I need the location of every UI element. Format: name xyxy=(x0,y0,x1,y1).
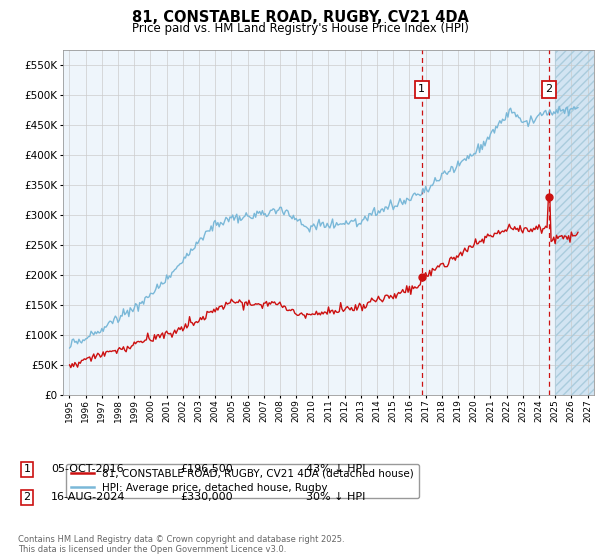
Text: 81, CONSTABLE ROAD, RUGBY, CV21 4DA: 81, CONSTABLE ROAD, RUGBY, CV21 4DA xyxy=(131,10,469,25)
Text: 2: 2 xyxy=(545,85,553,94)
Text: £330,000: £330,000 xyxy=(180,492,233,502)
Text: £196,500: £196,500 xyxy=(180,464,233,474)
Bar xyxy=(555,50,594,395)
Bar xyxy=(555,50,594,395)
Text: 2: 2 xyxy=(23,492,31,502)
Text: Contains HM Land Registry data © Crown copyright and database right 2025.
This d: Contains HM Land Registry data © Crown c… xyxy=(18,535,344,554)
Text: 05-OCT-2016: 05-OCT-2016 xyxy=(51,464,124,474)
Text: 1: 1 xyxy=(23,464,31,474)
Text: 43% ↓ HPI: 43% ↓ HPI xyxy=(306,464,365,474)
Legend: 81, CONSTABLE ROAD, RUGBY, CV21 4DA (detached house), HPI: Average price, detach: 81, CONSTABLE ROAD, RUGBY, CV21 4DA (det… xyxy=(65,464,419,498)
Text: 1: 1 xyxy=(418,85,425,94)
Text: 16-AUG-2024: 16-AUG-2024 xyxy=(51,492,125,502)
Text: Price paid vs. HM Land Registry's House Price Index (HPI): Price paid vs. HM Land Registry's House … xyxy=(131,22,469,35)
Text: 30% ↓ HPI: 30% ↓ HPI xyxy=(306,492,365,502)
